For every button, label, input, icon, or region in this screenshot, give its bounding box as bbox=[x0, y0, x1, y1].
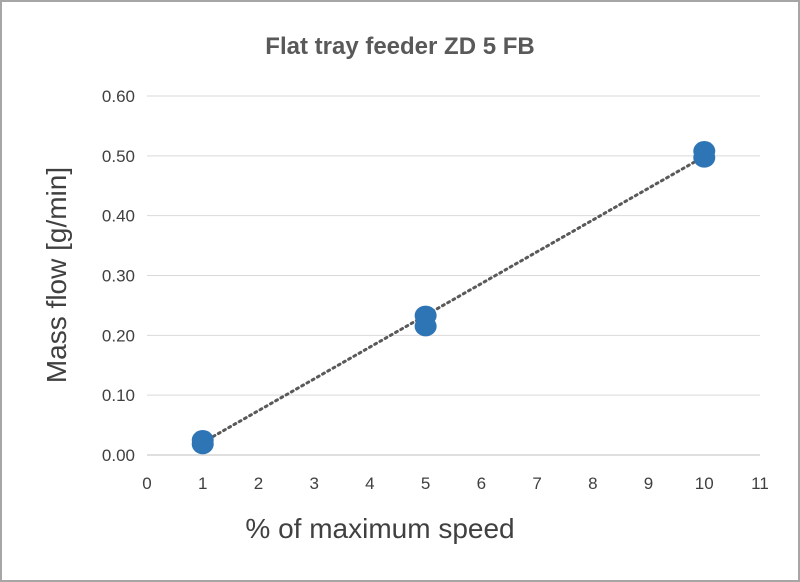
y-tick-label: 0.40 bbox=[102, 207, 135, 226]
y-tick-label: 0.30 bbox=[102, 267, 135, 286]
x-tick-label: 7 bbox=[532, 474, 541, 493]
data-points bbox=[191, 141, 716, 455]
y-tick-label: 0.00 bbox=[102, 446, 135, 465]
y-tick-label: 0.10 bbox=[102, 386, 135, 405]
x-tick-label: 10 bbox=[695, 474, 714, 493]
x-tick-label: 3 bbox=[309, 474, 318, 493]
gridlines bbox=[147, 95, 760, 456]
x-tick-label: 4 bbox=[365, 474, 374, 493]
trendline bbox=[201, 154, 706, 444]
x-tick-label: 9 bbox=[644, 474, 653, 493]
chart-title: Flat tray feeder ZD 5 FB bbox=[265, 33, 534, 60]
x-axis-label: % of maximum speed bbox=[245, 513, 514, 544]
y-tick-label: 0.20 bbox=[102, 326, 135, 345]
y-tick-label: 0.60 bbox=[102, 87, 135, 106]
x-axis-ticks: 0 1 2 3 4 5 6 7 8 9 10 11 bbox=[142, 474, 769, 493]
trendline-group bbox=[201, 154, 706, 444]
x-tick-label: 6 bbox=[477, 474, 486, 493]
x-tick-label: 11 bbox=[751, 474, 769, 493]
x-tick-label: 1 bbox=[198, 474, 207, 493]
x-tick-label: 2 bbox=[254, 474, 263, 493]
data-point bbox=[414, 316, 437, 337]
y-axis-ticks: 0.00 0.10 0.20 0.30 0.40 0.50 0.60 bbox=[102, 87, 135, 465]
x-tick-label: 0 bbox=[142, 474, 151, 493]
y-axis-label: Mass flow [g/min] bbox=[41, 167, 72, 383]
data-point bbox=[191, 434, 214, 455]
x-tick-label: 8 bbox=[588, 474, 597, 493]
data-point bbox=[693, 147, 716, 168]
y-tick-label: 0.50 bbox=[102, 147, 135, 166]
x-tick-label: 5 bbox=[421, 474, 430, 493]
